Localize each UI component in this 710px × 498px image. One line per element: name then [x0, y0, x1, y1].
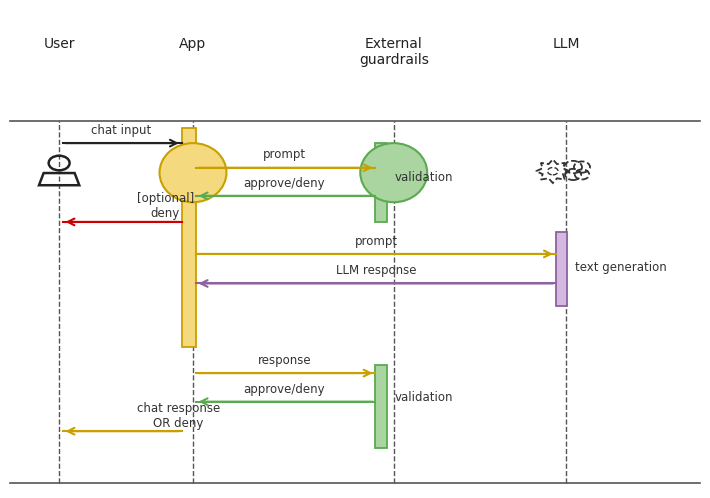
Text: validation: validation [395, 391, 453, 404]
Text: [optional]
deny: [optional] deny [136, 192, 194, 221]
Text: chat input: chat input [91, 124, 151, 137]
Bar [556, 232, 567, 306]
Text: prompt: prompt [263, 148, 306, 161]
Text: approve/deny: approve/deny [244, 177, 325, 190]
Text: chat response
OR deny: chat response OR deny [136, 402, 220, 430]
Ellipse shape [160, 143, 226, 202]
Text: validation: validation [395, 171, 453, 184]
Text: text generation: text generation [575, 261, 667, 274]
Text: LLM response: LLM response [336, 264, 416, 277]
Text: LLM: LLM [552, 37, 580, 51]
Bar [376, 365, 387, 448]
Text: External
guardrails: External guardrails [359, 37, 429, 67]
Text: App: App [180, 37, 207, 51]
Text: User: User [43, 37, 75, 51]
Text: approve/deny: approve/deny [244, 383, 325, 396]
Bar [182, 128, 196, 348]
Bar [376, 143, 387, 222]
Text: prompt: prompt [354, 235, 398, 248]
Ellipse shape [360, 143, 427, 202]
Text: response: response [258, 354, 312, 367]
